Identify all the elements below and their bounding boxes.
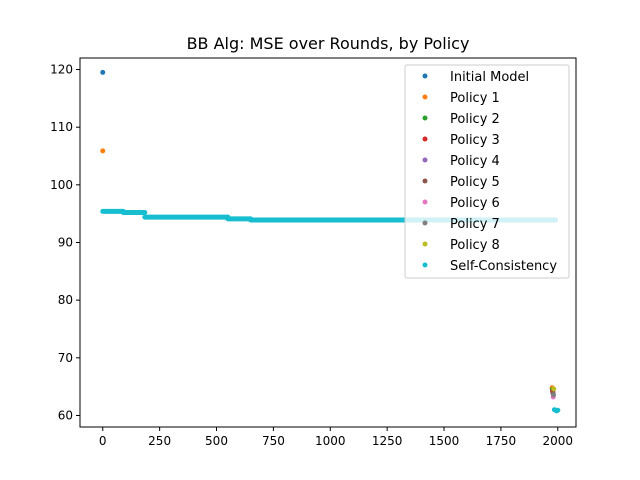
legend-label: Self-Consistency	[450, 259, 557, 274]
y-tick-label: 110	[50, 120, 73, 134]
legend-label: Initial Model	[450, 70, 529, 85]
y-tick-label: 80	[58, 293, 73, 307]
x-tick-label: 2000	[543, 434, 574, 448]
x-tick-label: 1500	[429, 434, 460, 448]
chart-title: BB Alg: MSE over Rounds, by Policy	[187, 34, 470, 53]
legend-label: Policy 4	[450, 154, 500, 169]
y-tick-label: 70	[58, 351, 73, 365]
legend-label: Policy 2	[450, 112, 500, 127]
legend-label: Policy 5	[450, 175, 500, 190]
data-point	[550, 392, 556, 398]
legend: Initial Model Policy 1 Policy 2 Policy 3 Pol…	[404, 64, 570, 279]
legend-box	[404, 64, 570, 279]
legend-marker	[422, 73, 428, 79]
x-tick-label: 1000	[315, 434, 346, 448]
y-tick-label: 120	[50, 63, 73, 77]
legend-label: Policy 3	[450, 133, 500, 148]
legend-marker	[422, 157, 428, 163]
data-point	[551, 386, 557, 392]
x-tick-label: 500	[205, 434, 228, 448]
legend-marker	[422, 136, 428, 142]
series-0	[100, 69, 106, 75]
legend-marker	[422, 94, 428, 100]
legend-marker	[422, 115, 428, 121]
x-tick-label: 250	[148, 434, 171, 448]
data-point	[100, 69, 106, 75]
legend-marker	[422, 199, 428, 205]
series-7	[550, 392, 556, 398]
series-8	[551, 386, 557, 392]
y-tick-label: 100	[50, 178, 73, 192]
x-tick-label: 0	[99, 434, 107, 448]
legend-marker	[422, 178, 428, 184]
legend-label: Policy 7	[450, 217, 500, 232]
legend-marker	[422, 262, 428, 268]
legend-label: Policy 6	[450, 196, 500, 211]
legend-marker	[422, 220, 428, 226]
y-tick-label: 90	[58, 236, 73, 250]
x-tick-label: 750	[262, 434, 285, 448]
legend-label: Policy 8	[450, 238, 500, 253]
data-point	[100, 148, 106, 154]
y-axis: 60 70 80 90 100 110 120	[50, 63, 80, 422]
x-axis: 0 250 500 750 1000 1250 1500 1750 2000	[99, 427, 573, 448]
x-tick-label: 1750	[486, 434, 517, 448]
data-point	[555, 407, 561, 413]
y-tick-label: 60	[58, 408, 73, 422]
x-tick-label: 1250	[372, 434, 403, 448]
legend-marker	[422, 241, 428, 247]
legend-label: Policy 1	[450, 91, 500, 106]
